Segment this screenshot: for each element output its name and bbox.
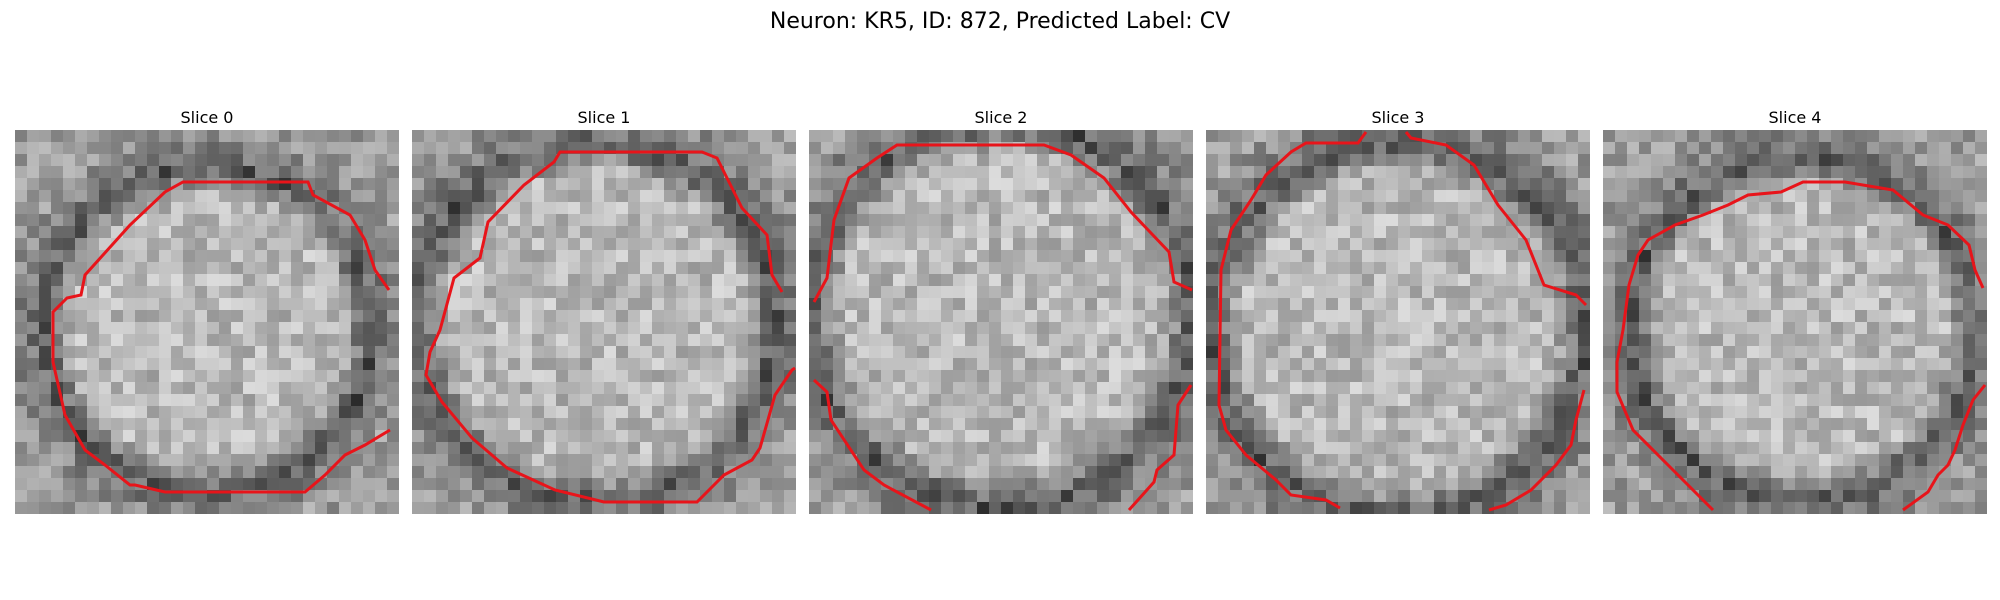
- segmentation-contour-2b: [812, 378, 932, 512]
- segmentation-contour-2c: [1127, 384, 1193, 511]
- em-texture-3: [1206, 130, 1590, 514]
- em-texture-0: [15, 130, 399, 514]
- segmentation-contour-3b: [1404, 131, 1588, 307]
- em-texture-4: [1603, 130, 1987, 514]
- slice-image-0: [15, 130, 399, 514]
- slice-title-2: Slice 2: [974, 108, 1028, 127]
- slice-image-2: [809, 130, 1193, 514]
- slice-panel-2: Slice 2: [809, 108, 1193, 514]
- slice-image-1: [412, 130, 796, 514]
- slice-title-3: Slice 3: [1371, 108, 1425, 127]
- segmentation-contour-4b: [1902, 384, 1987, 512]
- slice-panel-0: Slice 0: [15, 108, 399, 514]
- figure-title: Neuron: KR5, ID: 872, Predicted Label: C…: [769, 9, 1231, 34]
- slice-title-4: Slice 4: [1768, 108, 1822, 127]
- segmentation-contour-0: [51, 180, 391, 494]
- segmentation-contour-3c: [1488, 389, 1586, 512]
- segmentation-contour-1: [424, 150, 796, 504]
- slice-panel-4: Slice 4: [1603, 108, 1987, 514]
- slice-panel-3: Slice 3: [1206, 108, 1590, 514]
- slice-panel-1: Slice 1: [412, 108, 796, 514]
- em-texture-2: [809, 130, 1193, 514]
- slice-image-3: [1206, 130, 1590, 514]
- segmentation-contour-4: [1615, 180, 1985, 512]
- slice-title-0: Slice 0: [180, 108, 234, 127]
- em-texture-1: [412, 130, 796, 514]
- slice-image-4: [1603, 130, 1987, 514]
- segmentation-contour-3: [1217, 131, 1368, 510]
- slice-title-1: Slice 1: [577, 108, 631, 127]
- segmentation-contour-2: [812, 143, 1193, 303]
